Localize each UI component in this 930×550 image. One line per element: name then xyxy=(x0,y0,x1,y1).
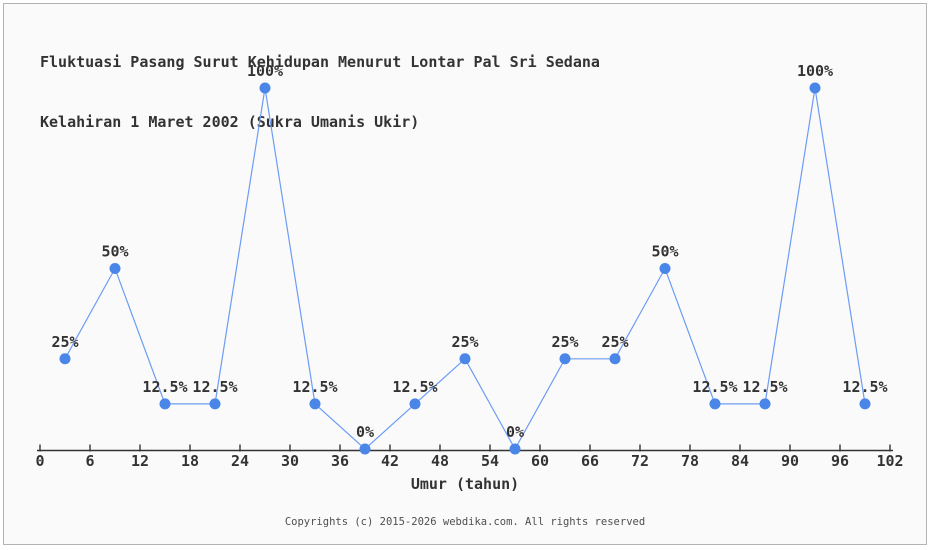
x-tick-label: 30 xyxy=(281,452,299,470)
x-tick-label: 102 xyxy=(876,452,903,470)
x-tick-label: 0 xyxy=(35,452,44,470)
x-tick-label: 90 xyxy=(781,452,799,470)
point-value-label: 12.5% xyxy=(692,378,737,396)
chart-frame: Fluktuasi Pasang Surut Kehidupan Menurut… xyxy=(3,3,927,545)
point-value-label: 25% xyxy=(51,333,78,351)
data-point xyxy=(159,398,171,410)
data-point xyxy=(609,353,621,365)
copyright-footer: Copyrights (c) 2015-2026 webdika.com. Al… xyxy=(284,516,646,528)
point-value-label: 25% xyxy=(601,333,628,351)
point-value-label: 0% xyxy=(506,423,524,441)
x-tick-label: 84 xyxy=(731,452,749,470)
point-value-label: 100% xyxy=(247,62,283,80)
x-tick-label: 54 xyxy=(481,452,499,470)
point-value-label: 12.5% xyxy=(392,378,437,396)
chart-title: Fluktuasi Pasang Surut Kehidupan Menurut… xyxy=(40,12,600,172)
point-value-label: 25% xyxy=(551,333,578,351)
point-value-label: 12.5% xyxy=(292,378,337,396)
chart-title-line1: Fluktuasi Pasang Surut Kehidupan Menurut… xyxy=(40,53,600,71)
x-tick-label: 72 xyxy=(631,452,649,470)
x-tick-label: 60 xyxy=(531,452,549,470)
data-point xyxy=(359,443,371,455)
data-point xyxy=(759,398,771,410)
data-point xyxy=(659,263,671,274)
x-tick-label: 96 xyxy=(831,452,849,470)
x-tick-label: 48 xyxy=(431,452,449,470)
x-tick-label: 66 xyxy=(581,452,599,470)
data-point xyxy=(409,398,421,410)
data-point xyxy=(809,82,821,94)
point-value-label: 12.5% xyxy=(742,378,787,396)
data-point xyxy=(509,443,521,455)
x-tick-label: 78 xyxy=(681,452,699,470)
point-value-label: 50% xyxy=(651,243,678,261)
data-point xyxy=(209,398,221,410)
data-point xyxy=(859,398,871,410)
point-value-label: 12.5% xyxy=(842,378,887,396)
data-point xyxy=(459,353,471,365)
point-value-label: 0% xyxy=(356,423,374,441)
data-point xyxy=(109,263,121,274)
x-tick-label: 12 xyxy=(131,452,149,470)
data-point xyxy=(559,353,571,365)
x-tick-label: 36 xyxy=(331,452,349,470)
data-point xyxy=(309,398,321,410)
chart-title-line2: Kelahiran 1 Maret 2002 (Sukra Umanis Uki… xyxy=(40,113,420,131)
point-value-label: 50% xyxy=(101,243,128,261)
x-axis-title: Umur (tahun) xyxy=(410,475,520,493)
point-value-label: 25% xyxy=(451,333,478,351)
x-tick-label: 24 xyxy=(231,452,249,470)
x-tick-label: 18 xyxy=(181,452,199,470)
x-tick-label: 6 xyxy=(85,452,94,470)
point-value-label: 100% xyxy=(797,62,833,80)
point-value-label: 12.5% xyxy=(142,378,187,396)
data-point xyxy=(259,82,271,94)
data-point xyxy=(709,398,721,410)
point-value-label: 12.5% xyxy=(192,378,237,396)
x-tick-label: 42 xyxy=(381,452,399,470)
data-point xyxy=(59,353,71,365)
